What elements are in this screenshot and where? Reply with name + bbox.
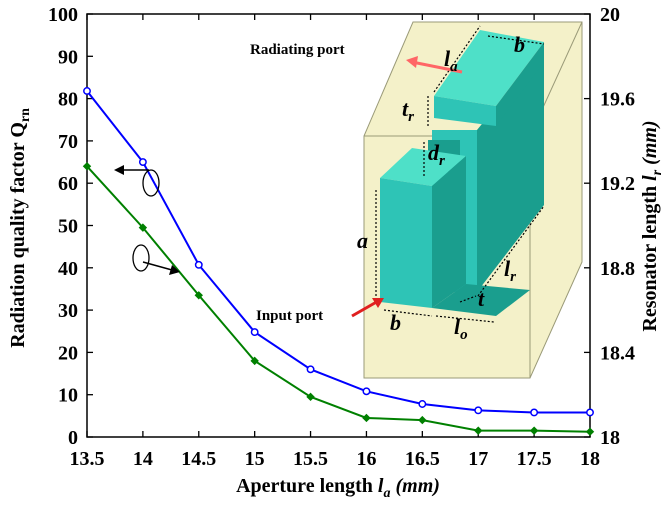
resonator-front-side xyxy=(432,156,466,308)
y-left-ticks: 0 10 20 30 40 50 60 70 80 90 100 xyxy=(48,4,93,449)
y-left-axis-title: Radiation quality factor Qrn xyxy=(7,108,33,348)
axis-indicators xyxy=(114,165,180,275)
x-axis-title: Aperture length la (mm) xyxy=(236,475,440,501)
dim-lr-label: lr xyxy=(504,256,516,285)
x-tick-label: 14 xyxy=(133,448,153,470)
data-point-left xyxy=(250,328,259,337)
y-left-tick-label: 10 xyxy=(58,385,78,407)
dim-lo-label: lo xyxy=(454,314,468,343)
right-axis-arrow-head xyxy=(169,265,180,275)
dim-t-label: t xyxy=(478,286,485,311)
data-point-left xyxy=(306,365,315,374)
x-ticks: 13.5 14 14.5 15 15.5 16 16.5 17 17.5 18 xyxy=(70,14,600,470)
y-right-tick-label: 18.8 xyxy=(600,258,635,280)
resonator-back-side xyxy=(477,48,544,292)
dimension-lines xyxy=(375,25,545,323)
x-tick-label: 15 xyxy=(245,448,265,470)
data-point-right xyxy=(306,392,315,402)
y-right-ticks: 18 18.4 18.8 19.2 19.6 20 xyxy=(584,4,635,449)
series-line-left xyxy=(86,90,590,414)
y-left-tick-label: 60 xyxy=(58,173,78,195)
series-line-right xyxy=(86,165,591,433)
y-left-tick-label: 0 xyxy=(68,427,78,449)
input-port-label: Input port xyxy=(256,308,323,324)
input-arrow-head xyxy=(372,298,384,308)
data-point-left xyxy=(138,158,147,167)
data-point-left xyxy=(586,408,594,417)
data-point-right xyxy=(474,426,483,435)
right-axis-ellipse xyxy=(132,244,150,272)
x-tick-label: 18 xyxy=(580,448,600,470)
series-group xyxy=(82,87,595,436)
y-left-tick-label: 20 xyxy=(58,342,78,364)
dim-a-label: a xyxy=(357,228,368,253)
data-point-right xyxy=(194,291,203,300)
x-tick-label: 16.5 xyxy=(405,448,440,470)
data-point-left xyxy=(83,87,91,95)
x-tick-label: 17.5 xyxy=(517,448,552,470)
y-left-tick-label: 70 xyxy=(58,131,78,153)
y-left-tick-label: 80 xyxy=(58,89,78,111)
y-left-tick-label: 40 xyxy=(58,258,78,280)
radiating-port-label: Radiating port xyxy=(250,42,345,58)
data-point-left xyxy=(362,387,371,396)
x-tick-label: 13.5 xyxy=(70,448,105,470)
data-point-right xyxy=(362,413,371,423)
dim-dr-label: dr xyxy=(428,140,445,169)
y-left-tick-label: 90 xyxy=(58,46,78,68)
x-tick-label: 17 xyxy=(468,448,488,470)
resonator-top-side xyxy=(496,42,544,126)
resonator-top-face xyxy=(434,30,544,106)
input-slab xyxy=(432,284,530,316)
radiating-arrow-head xyxy=(406,56,418,68)
data-point-left xyxy=(474,406,483,415)
resonator-front-face xyxy=(380,178,432,308)
x-tick-label: 14.5 xyxy=(181,448,216,470)
data-point-left xyxy=(194,260,203,269)
inset-illustration: Radiating port Input port la b tr dr a l… xyxy=(250,21,583,379)
data-point-right xyxy=(418,415,427,425)
data-point-right xyxy=(529,426,539,435)
y-left-tick-label: 100 xyxy=(48,4,78,26)
y-right-tick-label: 19.6 xyxy=(600,89,635,111)
dim-la-label: la xyxy=(444,46,458,75)
right-axis-arrow xyxy=(142,261,173,271)
y-right-tick-label: 18.4 xyxy=(600,342,635,364)
left-axis-arrow-head xyxy=(114,165,124,175)
dim-b2-label: b xyxy=(390,310,401,335)
data-point-right xyxy=(138,223,148,232)
y-right-tick-label: 20 xyxy=(600,4,620,26)
dim-b-label: b xyxy=(514,32,525,57)
dim-tr-label: tr xyxy=(402,96,414,125)
y-right-tick-label: 19.2 xyxy=(600,173,635,195)
data-point-right xyxy=(250,356,259,366)
resonator-front-top xyxy=(380,148,466,186)
y-left-tick-label: 50 xyxy=(58,216,78,238)
data-point-left xyxy=(530,408,539,417)
left-axis-ellipse xyxy=(142,169,160,197)
x-tick-label: 15.5 xyxy=(293,448,328,470)
radiating-arrow xyxy=(411,60,463,74)
y-left-tick-label: 30 xyxy=(58,300,78,322)
x-tick-label: 16 xyxy=(356,448,376,470)
data-point-right xyxy=(585,427,595,436)
data-point-right xyxy=(82,162,92,171)
resonator-top-front xyxy=(434,96,496,126)
y-right-tick-label: 18 xyxy=(600,427,620,449)
data-point-left xyxy=(418,400,427,408)
y-right-axis-title: Resonator length lr (mm) xyxy=(639,120,665,331)
